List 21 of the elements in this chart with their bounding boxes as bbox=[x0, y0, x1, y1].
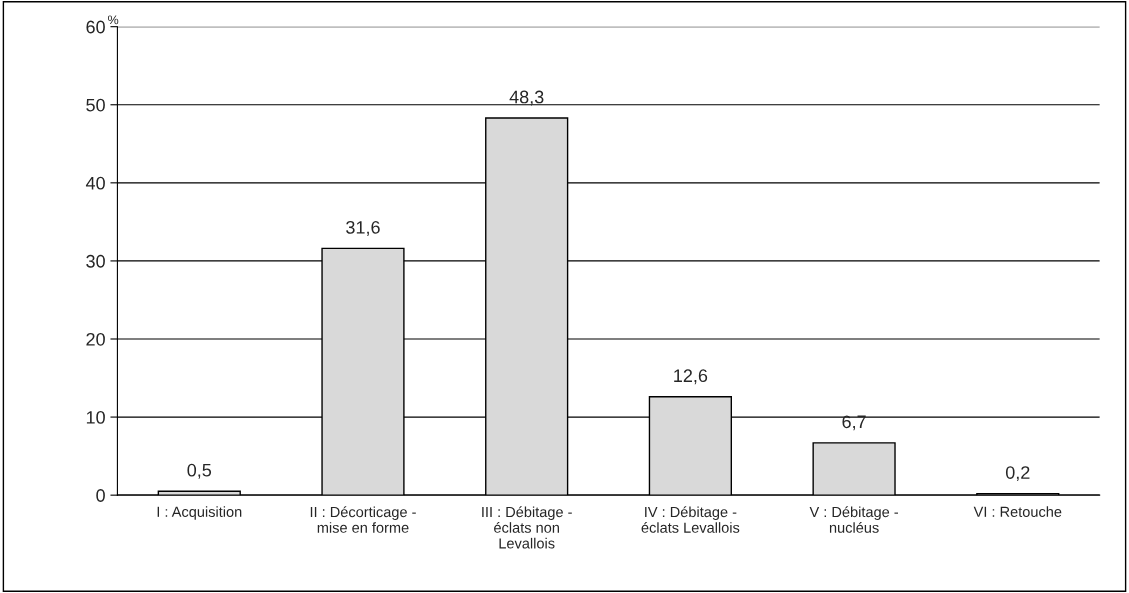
data-label: 0,2 bbox=[1005, 466, 1030, 482]
data-label: 0,5 bbox=[187, 463, 212, 479]
bar bbox=[812, 442, 896, 496]
data-label: 12,6 bbox=[674, 369, 708, 385]
y-tick-label: 10 bbox=[86, 411, 105, 424]
data-label: 31,6 bbox=[346, 220, 380, 236]
x-tick-label: IV : Débitage - éclats Levallois bbox=[641, 506, 740, 533]
y-axis-title: % bbox=[108, 15, 119, 25]
x-tick-label: V : Débitage - nucléus bbox=[809, 506, 899, 533]
x-tick-label: I : Acquisition bbox=[157, 506, 242, 520]
data-label: 6,7 bbox=[842, 415, 866, 431]
data-label: 48,3 bbox=[509, 90, 544, 106]
x-tick-label: VI : Retouche bbox=[973, 506, 1062, 517]
y-tick-label: 0 bbox=[96, 489, 105, 502]
x-tick-label: III : Débitage - éclats non Levallois bbox=[482, 506, 572, 549]
y-tick-label: 30 bbox=[86, 254, 105, 268]
x-tick-label: II : Décorticage - mise en forme bbox=[310, 506, 416, 533]
y-tick-label: 40 bbox=[85, 176, 105, 190]
y-tick-label: 20 bbox=[86, 332, 105, 346]
y-tick-label: 50 bbox=[86, 98, 105, 112]
y-tick-label: 60 bbox=[86, 20, 105, 34]
